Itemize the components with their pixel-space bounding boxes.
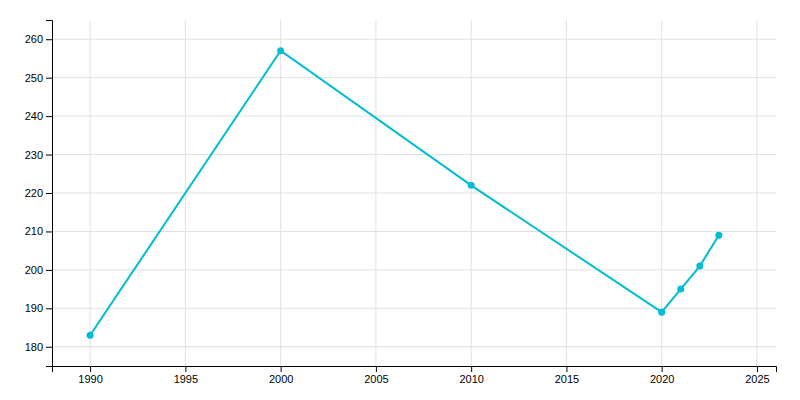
grid-line [52,116,776,117]
tick-label: 220 [25,187,43,199]
axis-line [53,367,777,373]
tick-label: 200 [25,264,43,276]
tick: 240 [25,110,52,122]
tick-label: 2005 [364,373,388,385]
tick: 1990 [78,366,102,385]
tick: 210 [25,225,52,237]
axis-line [46,21,53,367]
tick-label: 2020 [650,373,674,385]
tick: 190 [25,302,52,314]
tick-mark [46,39,52,40]
grid-line [52,154,776,155]
grid-line [52,39,776,40]
y-axis: 180 190 200 210 220 230 240 250 260 [25,21,53,367]
tick-label: 2000 [269,373,293,385]
line [90,51,719,335]
grid-line [52,346,776,347]
tick-label: 260 [25,33,43,45]
grid-line [52,308,776,309]
tick-mark [90,366,91,372]
grid [52,20,776,366]
tick: 230 [25,149,52,161]
tick-label: 240 [25,110,43,122]
tick-label: 190 [25,302,43,314]
tick-mark [757,366,758,372]
x-axis: 1990 1995 2000 2005 2010 2015 2020 2025 [53,366,777,385]
tick-mark [281,366,282,372]
tick-label: 2015 [555,373,579,385]
grid-line [52,77,776,78]
tick: 2010 [459,366,483,385]
tick-label: 210 [25,225,43,237]
tick: 260 [25,33,52,45]
point [468,182,475,189]
tick: 250 [25,72,52,84]
tick: 2025 [745,366,769,385]
plot: 1990 1995 2000 2005 2010 2015 2020 2025 180 190 20… [25,20,777,385]
tick-label: 1990 [78,373,102,385]
point [658,309,665,316]
tick-label: 250 [25,72,43,84]
tick-mark [46,116,52,117]
tick-label: 1995 [174,373,198,385]
point [277,47,284,54]
tick: 2020 [650,366,674,385]
marks [87,47,723,338]
tick-mark [46,231,52,232]
tick-mark [46,308,52,309]
tick-mark [376,366,377,372]
tick-mark [46,155,52,156]
tick-label: 230 [25,149,43,161]
chart: 1990 1995 2000 2005 2010 2015 2020 2025 180 190 20… [0,0,800,400]
tick-label: 2010 [459,373,483,385]
tick: 2015 [555,366,579,385]
tick-mark [46,347,52,348]
point [677,286,684,293]
tick: 1995 [174,366,198,385]
tick-mark [566,366,567,372]
tick-label: 2025 [745,373,769,385]
tick-mark [471,366,472,372]
tick: 2005 [364,366,388,385]
tick-mark [662,366,663,372]
tick: 220 [25,187,52,199]
point [696,263,703,270]
tick: 200 [25,264,52,276]
tick: 180 [25,341,52,353]
point [87,332,94,339]
tick-mark [46,78,52,79]
tick-mark [46,193,52,194]
tick-mark [46,270,52,271]
tick: 2000 [269,366,293,385]
tick-label: 180 [25,341,43,353]
grid-line [52,193,776,194]
point [715,232,722,239]
grid-line [52,269,776,270]
tick-mark [185,366,186,372]
